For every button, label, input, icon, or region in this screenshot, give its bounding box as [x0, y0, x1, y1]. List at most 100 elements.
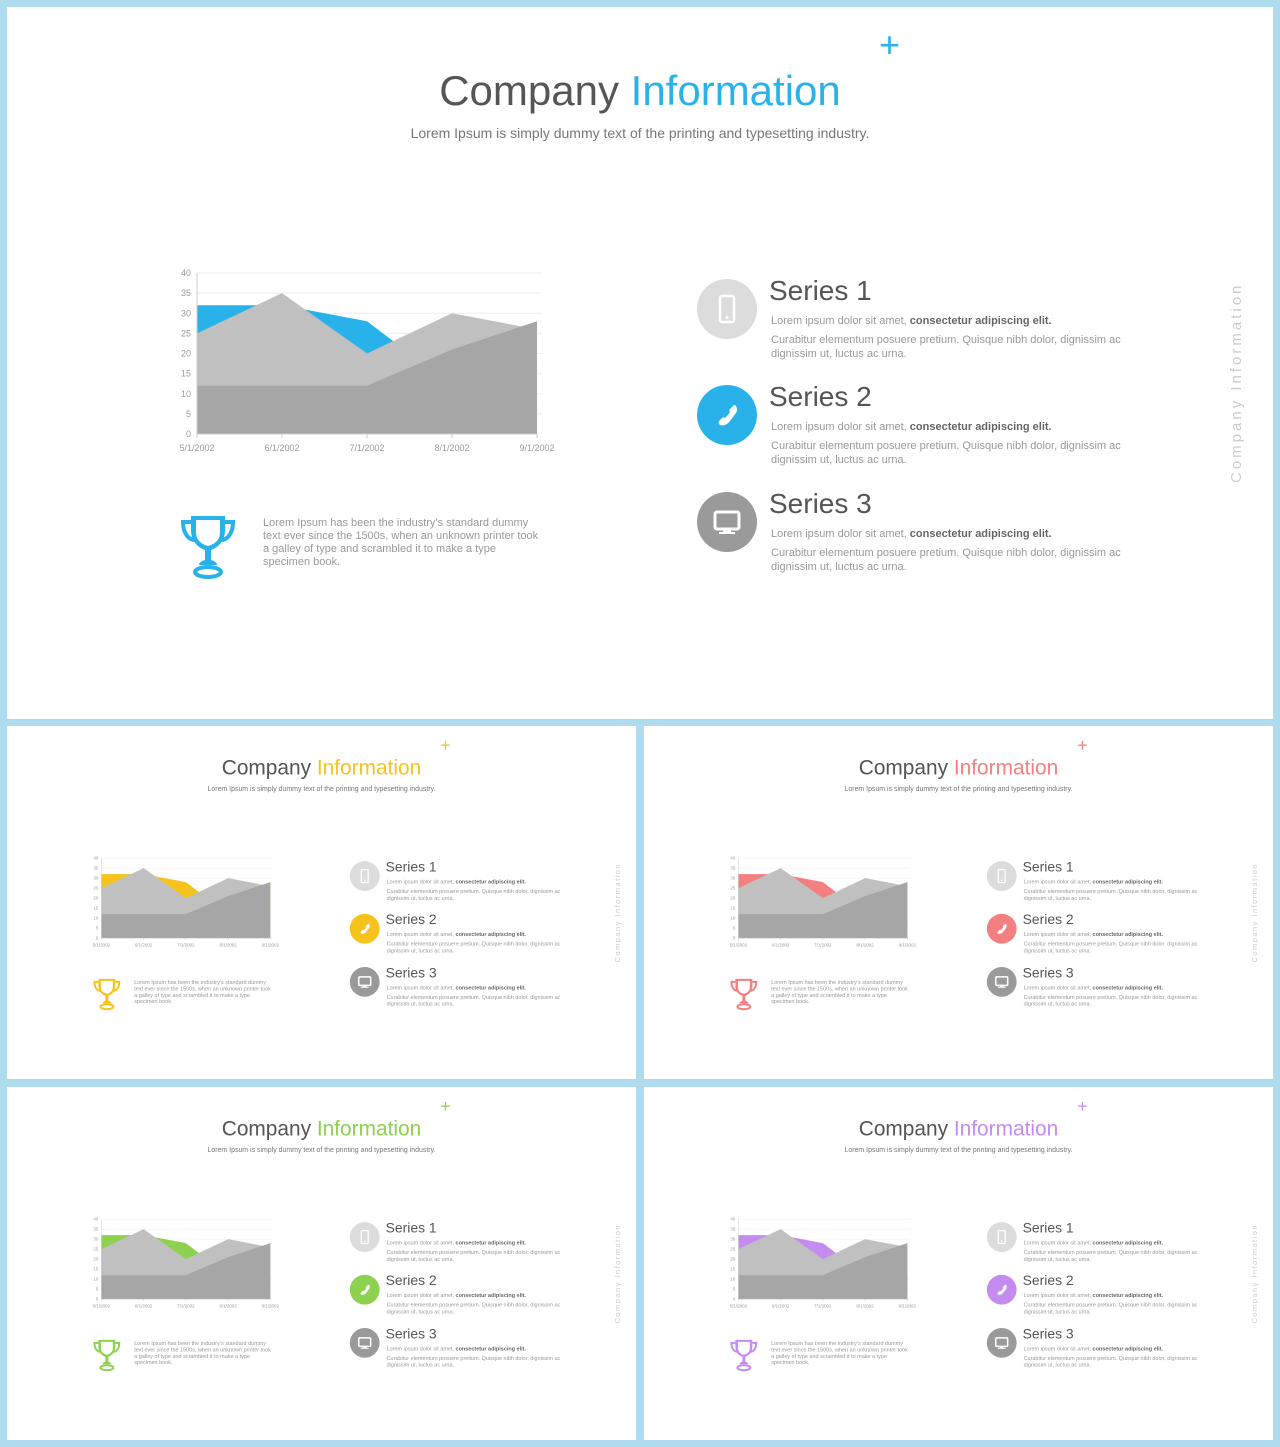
slide-content: Company Information + Lorem Ipsum is sim… [644, 726, 1273, 1079]
series-description: Curabitur elementum posuere pretium. Qui… [771, 440, 1121, 466]
series-item: Series 2 Lorem ipsum dolor sit amet, con… [349, 911, 569, 964]
x-tick-label: 8/1/2002 [856, 1304, 874, 1309]
series-item: Series 3 Lorem ipsum dolor sit amet, con… [349, 1325, 569, 1378]
x-tick-label: 8/1/2002 [219, 1304, 237, 1309]
slide: Company Information + Lorem Ipsum is sim… [7, 7, 1273, 719]
series-name: Series 1 [769, 275, 872, 306]
x-tick-label: 9/1/2002 [519, 443, 554, 453]
series-description: Curabitur elementum posuere pretium. Qui… [386, 1355, 561, 1369]
area-series-3 [738, 1243, 908, 1300]
x-tick-label: 7/1/2002 [177, 943, 195, 948]
trophy-icon [179, 512, 237, 580]
slide-content: Company Information + Lorem Ipsum is sim… [644, 1087, 1273, 1440]
series-item: Series 3 Lorem ipsum dolor sit amet, con… [986, 1326, 1206, 1378]
y-tick-label: 25 [730, 1247, 735, 1252]
series-name: Series 3 [385, 964, 437, 981]
y-tick-label: 10 [730, 916, 735, 921]
y-tick-label: 5 [186, 409, 191, 419]
y-tick-label: 20 [93, 896, 98, 901]
series-description: Curabitur elementum posuere pretium. Qui… [386, 941, 561, 955]
y-tick-label: 40 [181, 268, 191, 278]
title-main: Company [221, 1116, 312, 1141]
series-summary: Lorem ipsum dolor sit amet, consectetur … [386, 1345, 527, 1352]
y-tick-label: 30 [181, 308, 191, 318]
slide-title: Company Information [644, 756, 1273, 780]
y-tick-label: 15 [730, 906, 735, 911]
vertical-label: Company Information [613, 1223, 623, 1324]
monitor-icon [986, 966, 1017, 997]
series-summary: Lorem ipsum dolor sit amet, consectetur … [386, 1240, 527, 1246]
series-description: Curabitur elementum posuere pretium. Qui… [1023, 1302, 1198, 1316]
area-chart: 0 5 10 15 20 25 30 35 40 5/1/2002 6/1/2002 7/1/2002… [730, 1217, 917, 1309]
x-tick-label: 5/1/2002 [179, 443, 214, 453]
x-tick-label: 5/1/2002 [93, 1304, 111, 1309]
area-series-3 [738, 882, 908, 939]
x-tick-label: 6/1/2002 [264, 443, 299, 453]
x-tick-label: 6/1/2002 [772, 1304, 790, 1309]
series-summary: Lorem ipsum dolor sit amet, consectetur … [386, 1292, 527, 1299]
plus-icon: + [1077, 734, 1088, 755]
y-tick-label: 30 [730, 876, 735, 881]
y-tick-label: 40 [730, 856, 735, 861]
x-tick-label: 5/1/2002 [93, 943, 111, 948]
x-tick-label: 7/1/2002 [814, 943, 832, 948]
x-tick-label: 7/1/2002 [349, 443, 384, 453]
series-item: Series 1 Lorem ipsum dolor sit amet, con… [349, 859, 569, 911]
slide-content: Company Information + Lorem Ipsum is sim… [7, 726, 636, 1079]
monitor-icon [697, 492, 757, 552]
series-name: Series 2 [385, 911, 437, 928]
series-description: Curabitur elementum posuere pretium. Qui… [386, 1302, 561, 1316]
y-tick-label: 0 [733, 936, 736, 941]
telephone-icon [986, 1274, 1017, 1305]
x-tick-label: 9/1/2002 [899, 943, 917, 948]
title-main: Company [858, 755, 949, 780]
slide-title: Company Information [7, 1117, 636, 1141]
telephone-icon [986, 913, 1017, 944]
plus-icon: + [1077, 1095, 1088, 1116]
phone-icon [349, 1222, 380, 1252]
y-tick-label: 15 [730, 1267, 735, 1272]
area-series-3 [197, 321, 537, 434]
series-name: Series 3 [1022, 964, 1074, 981]
slide-content: Company Information + Lorem Ipsum is sim… [7, 7, 1273, 719]
x-tick-label: 8/1/2002 [434, 443, 469, 453]
x-tick-label: 8/1/2002 [856, 943, 874, 948]
y-tick-label: 35 [730, 866, 735, 871]
y-tick-label: 20 [93, 1257, 98, 1262]
trophy-description: Lorem Ipsum has been the industry’s stan… [134, 979, 271, 1005]
series-description: Curabitur elementum posuere pretium. Qui… [386, 888, 561, 902]
series-summary: Lorem ipsum dolor sit amet, consectetur … [386, 984, 527, 991]
slide-subtitle: Lorem Ipsum is simply dummy text of the … [844, 784, 1073, 793]
y-tick-label: 5 [733, 1287, 736, 1292]
y-tick-label: 0 [733, 1297, 736, 1302]
x-tick-label: 9/1/2002 [262, 943, 280, 948]
slide-title: Company Information [7, 67, 1273, 115]
series-summary: Lorem ipsum dolor sit amet, consectetur … [1023, 879, 1164, 885]
series-item: Series 2 Lorem ipsum dolor sit amet, con… [986, 912, 1206, 964]
series-summary: Lorem ipsum dolor sit amet, consectetur … [1023, 1240, 1164, 1246]
trophy-icon [92, 1338, 121, 1372]
series-name: Series 3 [385, 1325, 437, 1342]
monitor-icon [349, 966, 380, 997]
y-tick-label: 15 [93, 906, 98, 911]
vertical-label: Company Information [1228, 282, 1245, 483]
series-description: Curabitur elementum posuere pretium. Qui… [1023, 1355, 1198, 1369]
trophy-description: Lorem Ipsum has been the industry’s stan… [771, 1340, 908, 1366]
y-tick-label: 20 [730, 896, 735, 901]
x-tick-label: 9/1/2002 [899, 1304, 917, 1309]
x-tick-label: 9/1/2002 [262, 1304, 280, 1309]
area-chart: 0 5 10 15 20 25 30 35 40 5/1/2002 6/1/2002 7/1/2002… [93, 856, 280, 948]
y-tick-label: 40 [730, 1217, 735, 1222]
area-chart: 0 5 10 15 20 25 30 35 40 5/1/2002 6/1/2002 7/1/2002… [179, 268, 554, 453]
series-description: Curabitur elementum posuere pretium. Qui… [1023, 1249, 1198, 1263]
series-item: Series 2 Lorem ipsum dolor sit amet, con… [697, 381, 1137, 485]
series-item: Series 1 Lorem ipsum dolor sit amet, con… [697, 275, 1137, 379]
series-description: Curabitur elementum posuere pretium. Qui… [386, 994, 561, 1008]
slide-subtitle: Lorem Ipsum is simply dummy text of the … [844, 1145, 1073, 1154]
area-series-3 [101, 882, 271, 939]
title-main: Company [221, 755, 312, 780]
y-tick-label: 15 [181, 369, 191, 379]
area-series-3 [101, 1243, 271, 1300]
y-tick-label: 30 [730, 1237, 735, 1242]
plus-icon: + [879, 24, 901, 65]
